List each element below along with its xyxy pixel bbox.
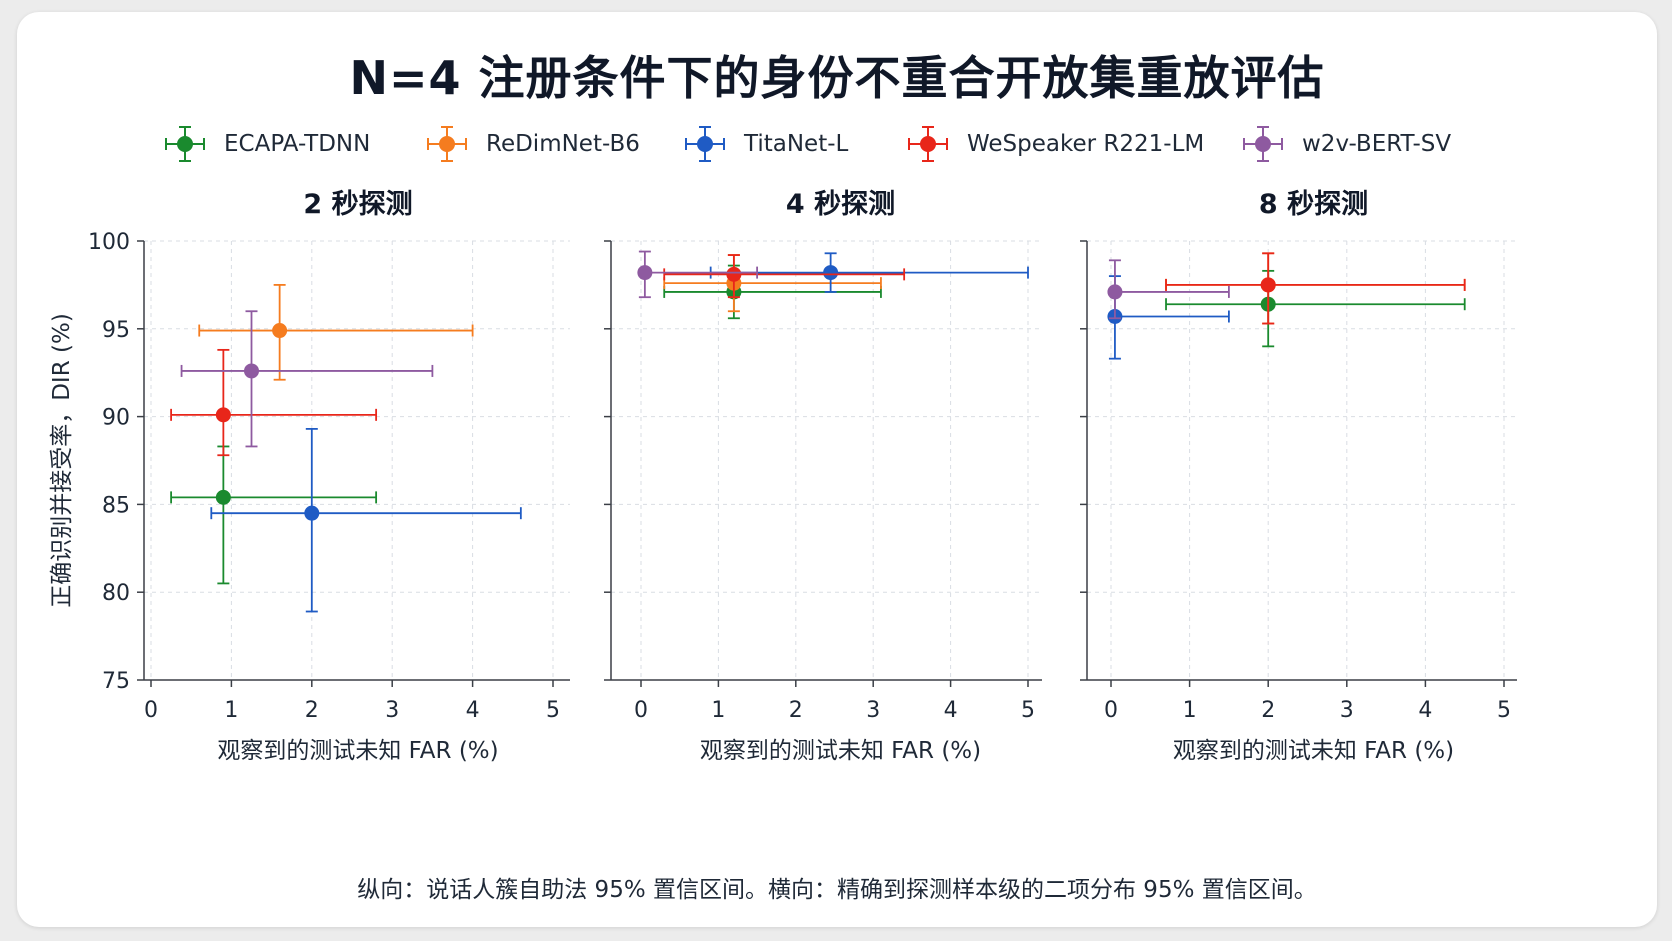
data-point: [709, 252, 1029, 293]
x-tick-label: 3: [1340, 698, 1354, 723]
data-marker: [1260, 277, 1276, 293]
y-tick-label: 100: [88, 230, 130, 255]
data-marker: [215, 407, 231, 423]
x-tick-label: 1: [224, 698, 238, 723]
x-tick-label: 0: [144, 698, 158, 723]
x-tick-label: 0: [1104, 698, 1118, 723]
y-tick-label: 80: [102, 581, 130, 606]
legend-dot: [920, 136, 936, 152]
legend-label: ReDimNet-B6: [486, 131, 640, 157]
data-point: [637, 250, 758, 299]
x-tick-label: 1: [711, 698, 725, 723]
y-tick-label: 90: [102, 406, 130, 431]
panel-title: 4 秒探测: [786, 189, 895, 220]
legend-marker-w2v: [1243, 126, 1283, 162]
x-tick-label: 2: [789, 698, 803, 723]
data-point: [170, 348, 378, 457]
data-marker: [637, 265, 653, 281]
y-axis-label: 正确识别并接受率，DIR (%): [49, 313, 75, 608]
legend-label: TitaNet-L: [744, 131, 849, 157]
data-marker: [215, 489, 231, 505]
x-tick-label: 4: [466, 698, 480, 723]
data-point: [210, 427, 522, 613]
x-tick-label: 1: [1183, 698, 1197, 723]
legend-label: ECAPA-TDNN: [224, 131, 371, 157]
legend-dot: [1255, 136, 1271, 152]
legend-marker-ecapa: [165, 126, 205, 162]
data-marker: [272, 323, 288, 339]
legend-marker-redimnet: [427, 126, 467, 162]
data-marker: [726, 266, 742, 282]
legend-dot: [439, 136, 455, 152]
x-tick-label: 2: [1261, 698, 1275, 723]
x-tick-label: 4: [1418, 698, 1432, 723]
y-tick-label: 75: [102, 669, 130, 694]
x-tick-label: 5: [1497, 698, 1511, 723]
data-point: [663, 254, 882, 313]
x-axis-label: 观察到的测试未知 FAR (%): [1173, 738, 1454, 764]
legend-marker-wespeaker: [908, 126, 948, 162]
legend: ECAPA-TDNN ReDimNet-B6 TitaNet-L WeSpeak…: [162, 124, 1562, 164]
x-tick-label: 5: [1021, 698, 1035, 723]
x-tick-label: 3: [866, 698, 880, 723]
panel-title: 2 秒探测: [303, 189, 412, 220]
data-point: [170, 445, 378, 585]
chart-card: N=4 注册条件下的身份不重合开放集重放评估 ECAPA-TDNN ReDimN…: [17, 12, 1657, 927]
data-marker: [1107, 284, 1123, 300]
data-point: [1107, 259, 1230, 320]
data-marker: [244, 363, 259, 379]
panel-title: 8 秒探测: [1259, 189, 1368, 220]
legend-label: w2v-BERT-SV: [1302, 131, 1452, 157]
y-tick-label: 95: [102, 318, 130, 343]
legend-dot: [697, 136, 713, 152]
data-point: [198, 283, 474, 381]
legend-dot: [177, 136, 193, 152]
x-tick-label: 3: [385, 698, 399, 723]
data-point: [1107, 275, 1230, 360]
data-point: [180, 310, 434, 448]
data-marker: [304, 505, 320, 521]
footnote: 纵向：说话人簇自助法 95% 置信区间。横向：精确到探测样本级的二项分布 95%…: [357, 877, 1317, 903]
data-point: [1165, 269, 1466, 348]
x-tick-label: 5: [546, 698, 560, 723]
data-point: [1165, 252, 1466, 325]
x-axis-label: 观察到的测试未知 FAR (%): [700, 738, 981, 764]
x-tick-label: 2: [305, 698, 319, 723]
x-tick-label: 4: [944, 698, 958, 723]
data-marker: [823, 265, 839, 281]
x-tick-label: 0: [634, 698, 648, 723]
legend-marker-titanet: [685, 126, 725, 162]
legend-label: WeSpeaker R221-LM: [967, 131, 1205, 157]
data-point: [1165, 252, 1466, 325]
x-axis-label: 观察到的测试未知 FAR (%): [217, 738, 498, 764]
chart-title: N=4 注册条件下的身份不重合开放集重放评估: [349, 51, 1325, 105]
y-tick-label: 85: [102, 493, 130, 518]
data-point: [663, 254, 906, 299]
